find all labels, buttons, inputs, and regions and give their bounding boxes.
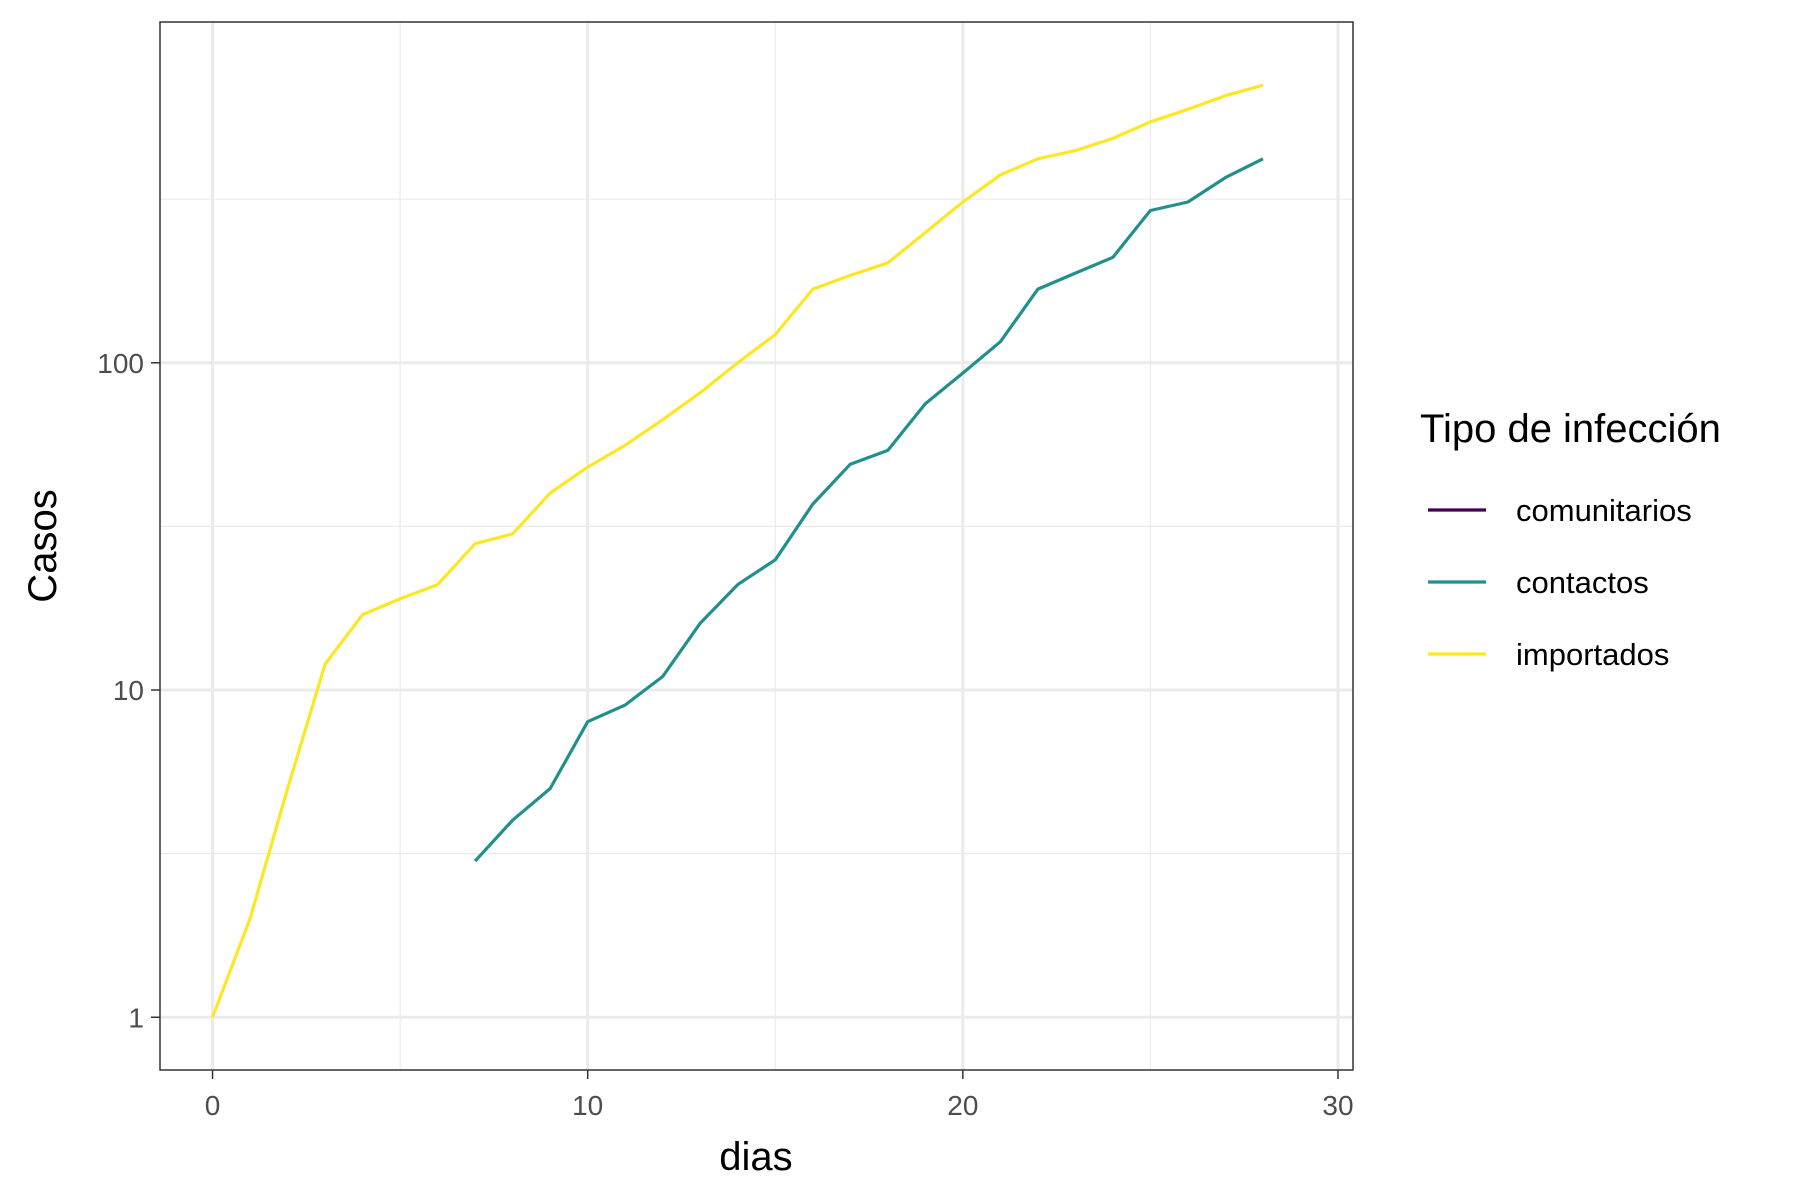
minor-gridlines: [160, 22, 1353, 1070]
y-tick-label: 10: [113, 675, 144, 706]
series-line-importados: [211, 83, 1264, 1018]
y-tick-label: 100: [97, 348, 144, 379]
plot-panel-border: [159, 21, 1354, 1071]
x-tick-label: 20: [947, 1090, 978, 1121]
x-axis-title: dias: [719, 1135, 792, 1179]
x-tick-label: 0: [205, 1090, 221, 1121]
series-line-contactos: [473, 157, 1264, 863]
x-axis: 0 10 20 30: [205, 1070, 1354, 1121]
legend-label-comunitarios: comunitarios: [1516, 493, 1692, 528]
plot-panel-background: [160, 22, 1353, 1070]
major-gridlines: [160, 22, 1353, 1070]
y-axis: 1 10 100: [97, 348, 160, 1033]
x-tick-label: 30: [1322, 1090, 1353, 1121]
series-lines: [211, 83, 1264, 1018]
legend-items: comunitarios contactos importados: [1428, 493, 1692, 672]
y-axis-title: Casos: [21, 489, 65, 602]
legend: Tipo de infección comunitarios contactos i…: [1420, 407, 1721, 672]
x-tick-label: 10: [572, 1090, 603, 1121]
y-tick-label: 1: [128, 1002, 144, 1033]
legend-title: Tipo de infección: [1420, 407, 1721, 451]
legend-label-contactos: contactos: [1516, 565, 1649, 600]
legend-label-importados: importados: [1516, 637, 1669, 672]
